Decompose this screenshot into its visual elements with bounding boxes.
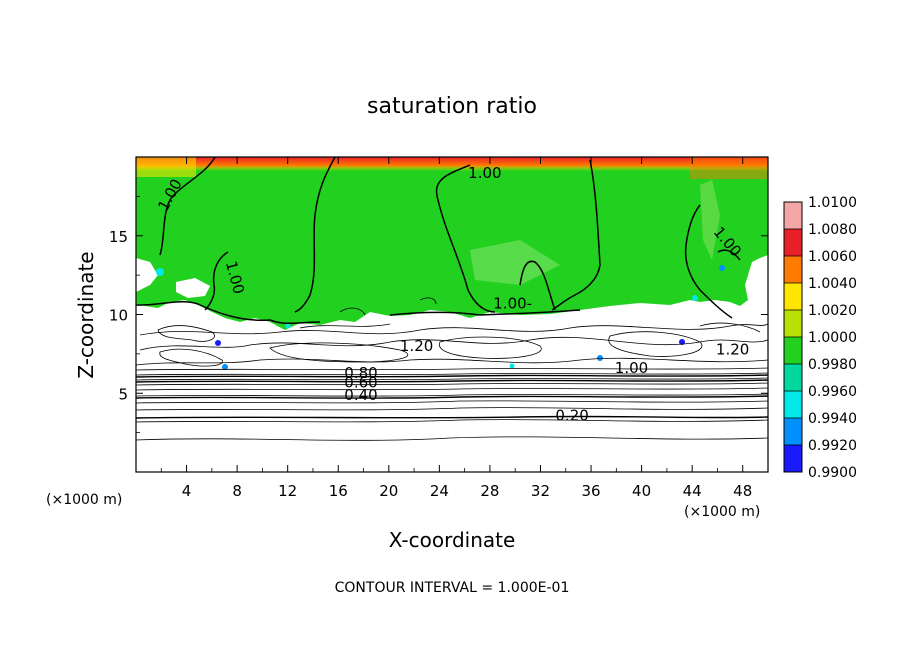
contour-label-group: 0.80: [344, 364, 377, 382]
light-green-streak: [470, 240, 560, 285]
blue-spot: [719, 265, 725, 271]
contour-label: 0.40: [344, 386, 377, 404]
unsaturated-pocket: [136, 258, 158, 292]
contour-label-group: 0.60: [344, 373, 377, 391]
light-green-streak: [700, 180, 720, 260]
z-axis-unit: (×1000 m): [684, 504, 760, 520]
colorbar-level-label: 0.9920: [808, 438, 857, 454]
colorbar-swatch: [784, 310, 802, 337]
chart-title: saturation ratio: [367, 94, 537, 119]
colorbar-level-label: 0.9940: [808, 411, 857, 427]
y-axis: 5 10 15: [109, 195, 768, 434]
colorbar-level-label: 1.0080: [808, 222, 857, 238]
x-tick-label: 32: [531, 482, 550, 500]
contour-label: 1.00: [468, 164, 501, 182]
colorbar-level-label: 0.9900: [808, 465, 857, 481]
upper-boundary-orange: [690, 157, 768, 179]
blue-spot: [597, 355, 603, 361]
colorbar-swatch: [784, 283, 802, 310]
cyan-spot: [285, 323, 291, 329]
contour-label-group: 1.20: [716, 340, 749, 358]
colorbar-swatch: [784, 364, 802, 391]
contour-label: 1.20: [716, 340, 749, 358]
x-tick-label: 12: [278, 482, 297, 500]
blue-spot: [679, 339, 685, 345]
x-tick-label: 4: [182, 482, 192, 500]
colorbar-swatch: [784, 229, 802, 256]
colorbar-level-label: 0.9960: [808, 384, 857, 400]
unsaturated-pocket: [176, 278, 210, 298]
contour-label: 0.20: [555, 406, 588, 424]
blue-spot: [215, 340, 221, 346]
colorbar-swatch: [784, 418, 802, 445]
colorbar-level-label: 1.0100: [808, 195, 857, 211]
colorbar-level-label: 1.0000: [808, 330, 857, 346]
x-tick-label: 8: [232, 482, 242, 500]
contour-interval-note: CONTOUR INTERVAL = 1.000E-01: [335, 580, 570, 596]
x-tick-label: 24: [430, 482, 449, 500]
y-tick-label: 15: [109, 228, 128, 246]
blue-spot: [222, 364, 228, 370]
x-tick-label: 44: [683, 482, 702, 500]
contour-label-group: 1.20: [400, 337, 433, 355]
upper-boundary-yellow: [136, 157, 196, 177]
x-tick-label: 40: [632, 482, 651, 500]
colorbar: 1.0100 1.0080 1.0060 1.0040 1.0020 1.0000 0.99…: [783, 195, 857, 481]
x-tick-label: 48: [733, 482, 752, 500]
cyan-spot: [692, 295, 698, 301]
x-axis: 4 8 12 16 20 24 28 32 36 40 44 48: [160, 157, 752, 500]
y-tick-label: 5: [118, 385, 128, 403]
contour-label-group: 1.00-: [493, 295, 532, 313]
contour-label-group: 1.00: [468, 164, 501, 182]
x-axis-label: X-coordinate: [389, 528, 516, 552]
colorbar-swatch: [784, 445, 802, 472]
colorbar-swatch: [784, 202, 802, 229]
x-tick-label: 28: [480, 482, 499, 500]
contour-label: 1.00-: [493, 295, 532, 313]
y-axis-label: Z-coordinate: [74, 251, 98, 378]
contour-label-group: 1.00: [615, 359, 648, 377]
x-tick-label: 36: [581, 482, 600, 500]
cyan-spot: [156, 268, 164, 276]
contour-label-group: 0.40: [344, 386, 377, 404]
colorbar-swatch: [784, 337, 802, 364]
upper-boundary-band: [136, 157, 768, 171]
x-tick-label: 20: [379, 482, 398, 500]
contour-lines-thin: [136, 297, 768, 441]
contour-lines-labelled: [136, 374, 768, 419]
colorbar-level-label: 1.0040: [808, 276, 857, 292]
x-axis-unit: (×1000 m): [46, 492, 122, 508]
contour-label-group: 0.20: [555, 406, 588, 424]
colorbar-level-label: 0.9980: [808, 357, 857, 373]
colorbar-level-label: 1.0020: [808, 303, 857, 319]
colorbar-swatch: [784, 256, 802, 283]
plot-area: 1.001.001.001.001.00-1.20 1.201.000.800.6…: [136, 157, 768, 472]
contour-label: 1.00: [615, 359, 648, 377]
contour-label: 0.80: [344, 364, 377, 382]
y-tick-label: 10: [109, 307, 128, 325]
x-tick-label: 16: [329, 482, 348, 500]
colorbar-level-label: 1.0060: [808, 249, 857, 265]
cyan-spot: [509, 363, 515, 369]
colorbar-swatch: [784, 391, 802, 418]
contour-label: 0.60: [344, 373, 377, 391]
contour-lines-thick: [136, 157, 741, 325]
contour-label: 1.20: [400, 337, 433, 355]
